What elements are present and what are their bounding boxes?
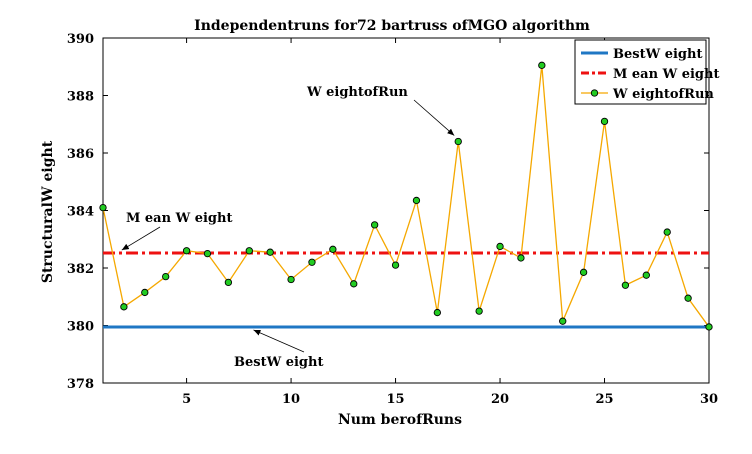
weight-of-run-point: [266, 248, 274, 256]
weight-of-run-point: [350, 280, 358, 288]
weight-of-run-point: [391, 261, 400, 269]
x-tick-label: 10: [282, 392, 300, 407]
weight-of-run-point: [162, 272, 170, 281]
x-tick-label: 30: [700, 392, 718, 407]
legend-label: BestW eight: [613, 47, 702, 62]
legend-label: M ean W eight: [613, 67, 719, 82]
weight-of-run-point: [621, 281, 630, 289]
x-tick-label: 20: [491, 392, 509, 407]
weight-of-run-point: [99, 203, 107, 212]
weight-of-run-point: [329, 245, 337, 253]
weight-of-run-point: [120, 303, 128, 311]
y-tick-label: 378: [67, 377, 94, 392]
y-tick-label: 380: [67, 320, 94, 335]
weight-of-run-point: [705, 323, 713, 331]
annotation-weight-of-run: W eightofRun: [306, 85, 408, 100]
annotation-arrow: [253, 329, 305, 353]
weight-of-run-point: [141, 288, 149, 297]
y-tick-label: 386: [67, 147, 94, 162]
weight-of-run-point: [684, 294, 692, 302]
legend-marker-weight-of-run: [590, 89, 599, 97]
annotation-arrow: [413, 99, 455, 136]
weight-of-run-point: [287, 275, 295, 284]
weight-of-run-point: [475, 307, 483, 315]
y-tick-label: 384: [67, 205, 94, 220]
weight-of-run-point: [517, 254, 525, 262]
x-tick-label: 15: [387, 392, 405, 407]
y-tick-label: 382: [67, 262, 94, 277]
plot-area: 378 380 382 384 386 388 390 5 10 15 20 25 30 W eighto…: [67, 32, 720, 407]
weight-of-run-point: [412, 196, 421, 205]
weight-of-run-point: [559, 317, 567, 325]
weight-of-run-point: [433, 308, 441, 317]
y-tick-label: 388: [67, 90, 94, 105]
weight-of-run-point: [538, 61, 546, 69]
weight-of-run-point: [579, 268, 588, 276]
weight-of-run-point: [224, 278, 233, 287]
weight-of-run-point: [663, 228, 671, 236]
annotation-arrow: [121, 226, 161, 251]
chart-title: Independentruns for72 bartruss ofMGO alg…: [194, 18, 590, 34]
weight-of-run-point: [496, 242, 504, 251]
weight-of-run-point: [308, 258, 316, 266]
weight-of-run-line: [102, 65, 710, 328]
x-tick-label: 5: [182, 392, 191, 407]
y-tick-label: 390: [67, 32, 94, 47]
weight-of-run-point: [203, 249, 212, 258]
legend-label: W eightofRun: [612, 87, 714, 102]
weight-of-run-point: [371, 221, 379, 229]
weight-of-run-point: [600, 117, 609, 126]
annotation-mean-weight: M ean W eight: [126, 211, 232, 226]
x-tick-label: 25: [595, 392, 613, 407]
y-axis-label: StructuralW eight: [40, 140, 56, 283]
weight-of-run-point: [454, 137, 462, 146]
weight-of-run-point: [642, 271, 650, 279]
x-axis-label: Num berofRuns: [338, 412, 462, 428]
weight-of-run-point: [182, 247, 191, 255]
weight-of-run-point: [245, 247, 253, 255]
annotation-best-weight: BestW eight: [234, 355, 323, 370]
